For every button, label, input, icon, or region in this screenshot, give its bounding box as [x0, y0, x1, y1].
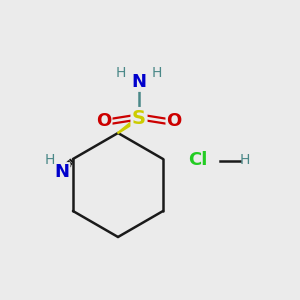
Text: O: O	[167, 112, 182, 130]
Text: H: H	[45, 153, 55, 167]
Text: N: N	[131, 73, 146, 91]
Text: N: N	[55, 163, 70, 181]
Text: Cl: Cl	[188, 151, 208, 169]
Polygon shape	[118, 116, 140, 134]
Text: H: H	[152, 66, 162, 80]
Text: H: H	[116, 66, 126, 80]
Text: O: O	[96, 112, 112, 130]
Text: S: S	[132, 109, 146, 128]
Text: H: H	[240, 153, 250, 167]
